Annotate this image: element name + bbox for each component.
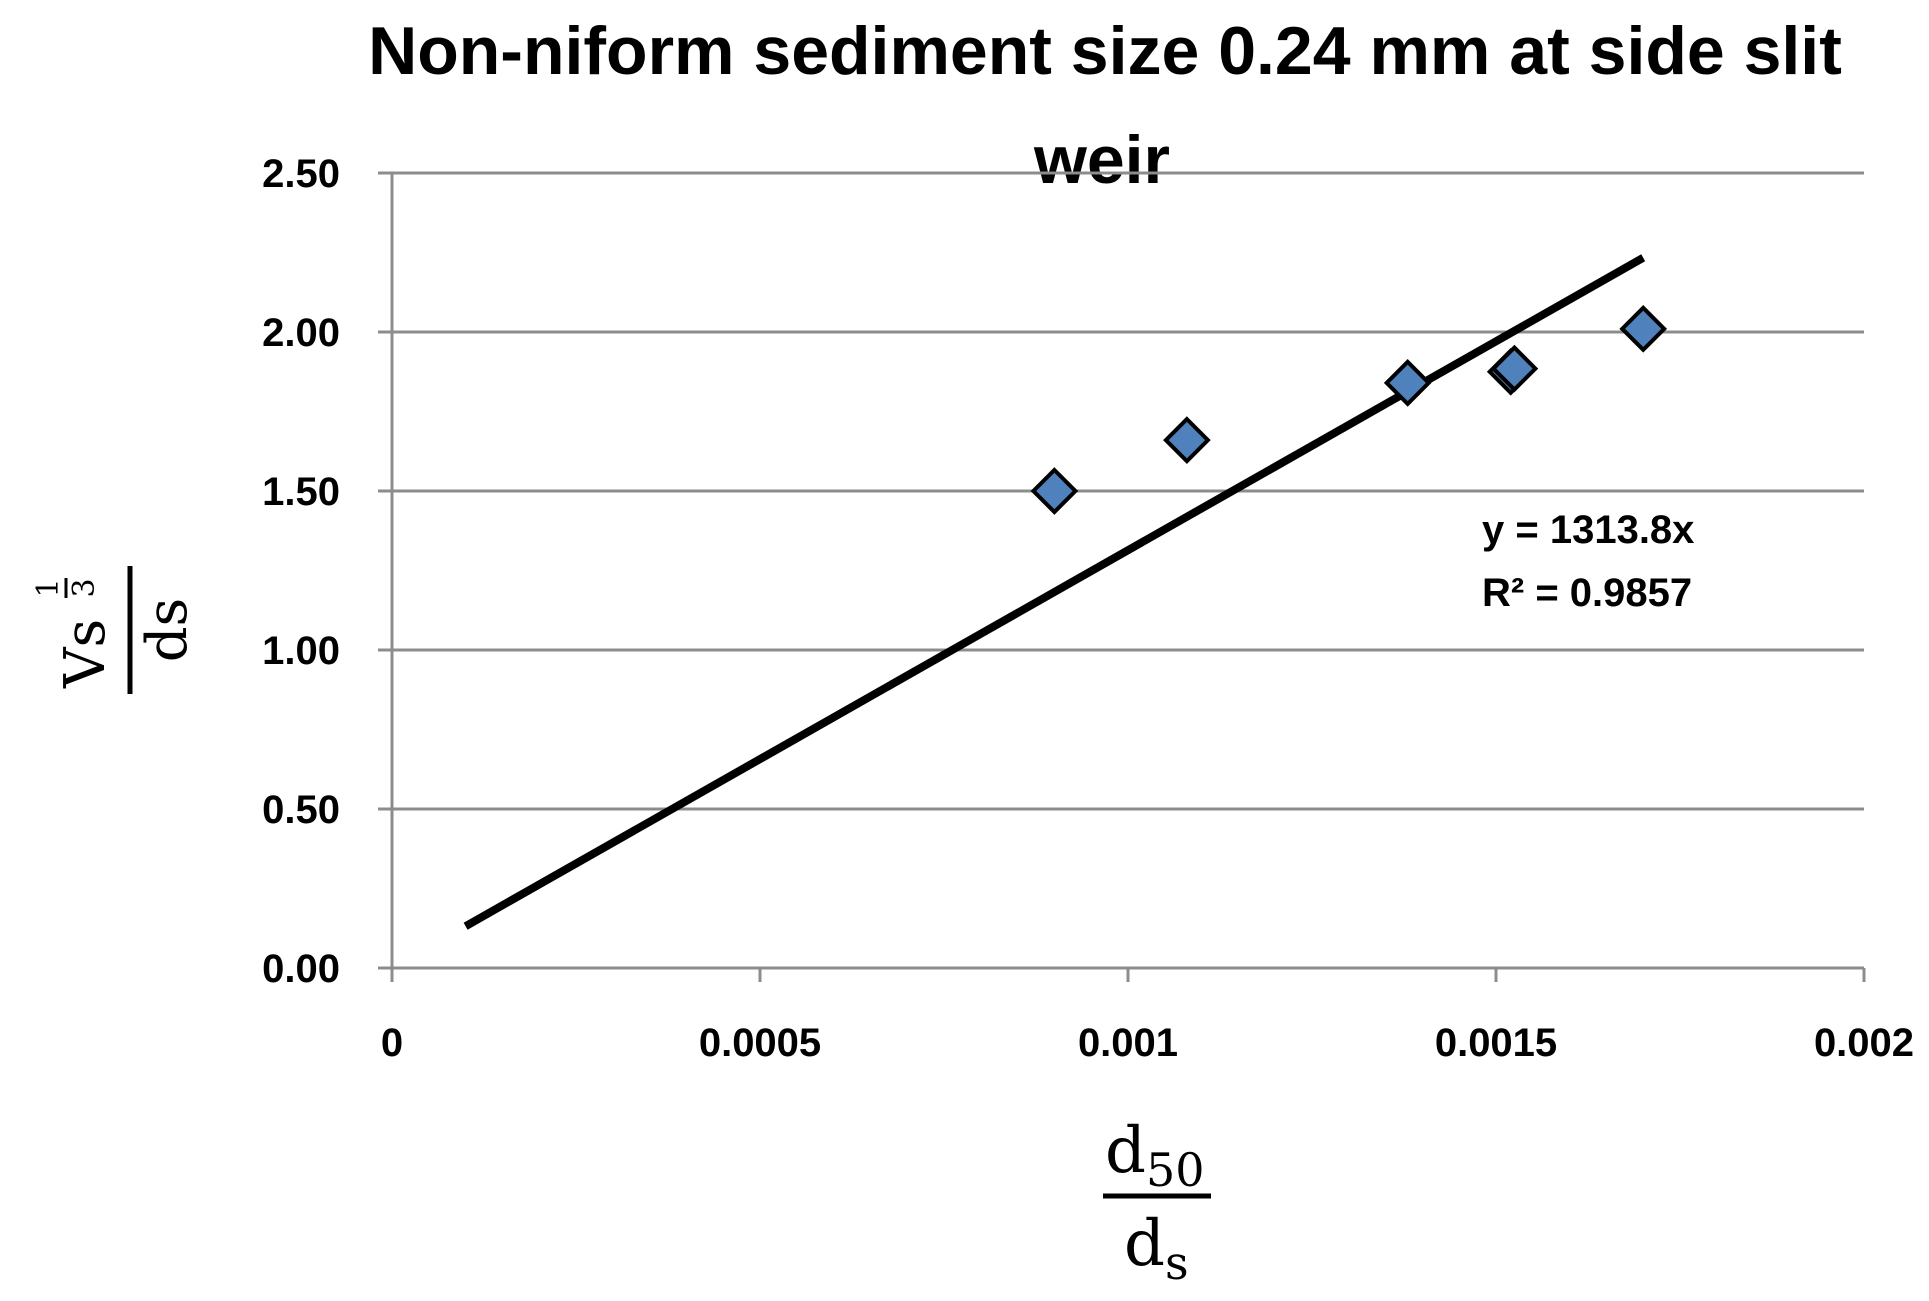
trendline-r-squared: R² = 0.9857	[1482, 571, 1692, 615]
y-axis-label: Vs 1 3 ds	[31, 566, 200, 694]
y-tick-label-3: 1.50	[262, 470, 340, 514]
x-label-denominator: ds	[1124, 1207, 1189, 1290]
y-label-exponent-denominator: 3	[67, 578, 102, 597]
x-tick-label-4: 0.002	[1814, 1021, 1914, 1065]
trendline-equation: y = 1313.8x	[1482, 508, 1694, 552]
x-label-denominator-base: d	[1124, 1207, 1165, 1281]
data-point-0-5	[1619, 304, 1668, 353]
axes	[378, 171, 1866, 982]
x-label-denominator-sub: s	[1165, 1236, 1189, 1290]
y-label-denominator: ds	[135, 598, 200, 663]
chart-title-line-1: Non-niform sediment size 0.24 mm at side…	[368, 13, 1842, 89]
x-label-numerator: d50	[1105, 1114, 1205, 1197]
x-tick-label-2: 0.001	[1078, 1021, 1178, 1065]
grid-lines	[392, 171, 1864, 811]
x-axis-label: d50 ds	[1103, 1114, 1211, 1290]
y-tick-label-5: 2.50	[262, 152, 340, 196]
data-point-0-0	[1030, 467, 1079, 515]
x-tick-labels: 0 0.0005 0.001 0.0015 0.002	[381, 1021, 1914, 1065]
x-tick-label-0: 0	[381, 1021, 403, 1065]
data-point-0-2	[1383, 359, 1432, 407]
x-label-numerator-base: d	[1105, 1114, 1146, 1188]
chart-title-line-2: weir	[1033, 122, 1170, 198]
y-tick-labels: 0.00 0.50 1.00 1.50 2.00 2.50	[262, 152, 340, 991]
y-label-exponent-numerator: 1	[31, 578, 66, 597]
data-point-0-1	[1163, 416, 1211, 464]
x-label-numerator-sub: 50	[1146, 1143, 1205, 1197]
trendline-group	[463, 254, 1646, 930]
data-points	[1030, 304, 1668, 515]
y-tick-label-4: 2.00	[262, 311, 340, 355]
x-tick-label-3: 0.0015	[1435, 1021, 1557, 1065]
y-tick-label-2: 1.00	[262, 629, 340, 673]
x-tick-label-1: 0.0005	[699, 1021, 821, 1065]
data-point-0-4	[1490, 344, 1539, 393]
y-tick-label-1: 0.50	[262, 788, 340, 832]
y-tick-label-0: 0.00	[262, 947, 340, 991]
trendline	[463, 254, 1646, 930]
y-label-numerator: Vs	[53, 619, 118, 689]
